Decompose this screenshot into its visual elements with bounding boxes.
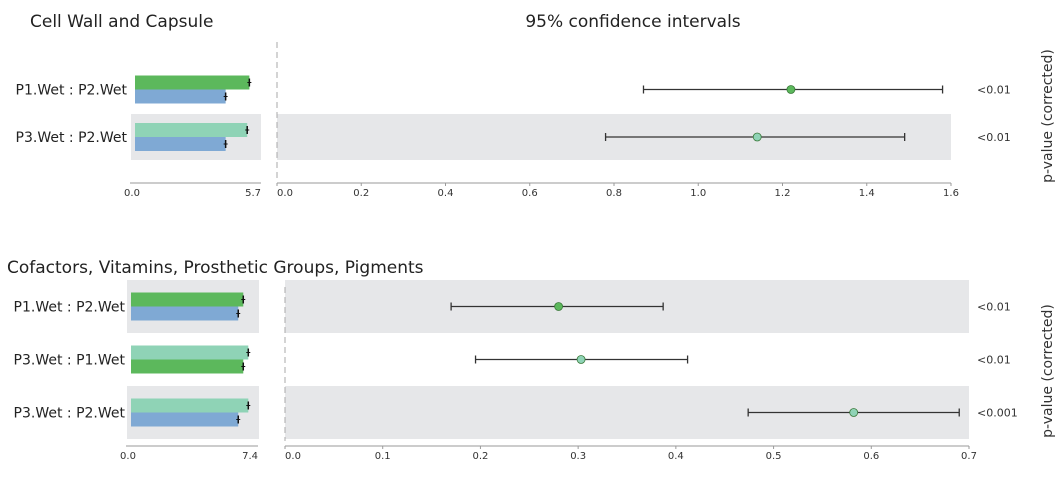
panel-1: Cofactors, Vitamins, Prosthetic Groups, … — [7, 258, 1056, 462]
ci-tick-label: 0.3 — [570, 451, 586, 462]
bar-p1-wet — [131, 292, 244, 307]
ci-tick-label: 0.1 — [375, 451, 391, 462]
ci-tick-label: 0.2 — [472, 451, 488, 462]
ci-tick-label: 0.2 — [353, 188, 369, 199]
ci-tick-label: 0.7 — [961, 451, 977, 462]
ci-tick-label: 0.6 — [522, 188, 538, 199]
ci-tick-label: 0.5 — [766, 451, 782, 462]
ci-tick-label: 0.0 — [285, 451, 301, 462]
diff-point — [786, 85, 796, 94]
panel-0: Cell Wall and Capsule 95% confidence inte… — [16, 12, 1056, 199]
bar-p2-wet — [135, 137, 226, 151]
ci-title: 95% confidence intervals — [525, 12, 740, 32]
pvalue-label: <0.01 — [977, 84, 1011, 97]
row-label: P3.Wet : P2.Wet — [16, 130, 128, 146]
diff-point — [752, 132, 762, 142]
ci-tick-label: 1.4 — [859, 188, 875, 199]
row-label: P1.Wet : P2.Wet — [16, 83, 128, 99]
diff-point — [849, 408, 859, 417]
row-label: P1.Wet : P2.Wet — [14, 300, 126, 316]
bar-p2-wet — [131, 306, 239, 321]
ci-tick-label: 0.8 — [606, 188, 622, 199]
bar-tick-label: 0.0 — [120, 451, 136, 462]
ci-tick-label: 0.0 — [277, 188, 293, 199]
pvalue-label: <0.01 — [977, 354, 1011, 367]
bar-p3-wet — [131, 345, 249, 360]
ci-tick-label: 1.2 — [775, 188, 791, 199]
bar-p3-wet — [135, 123, 248, 137]
ci-tick-label: 0.6 — [863, 451, 879, 462]
bar-tick-label: 0.0 — [124, 188, 140, 199]
ci-tick-label: 1.0 — [690, 188, 706, 199]
diff-point — [554, 302, 563, 311]
diff-point — [576, 355, 586, 364]
bar-p1-wet — [131, 359, 244, 374]
bar-p2-wet — [131, 412, 239, 427]
bar-p3-wet — [131, 398, 249, 413]
bar-p1-wet — [135, 75, 250, 90]
bar-p2-wet — [135, 89, 226, 104]
pvalue-label: <0.001 — [977, 407, 1018, 420]
side-label: p-value (corrected) — [1040, 49, 1056, 183]
side-label: p-value (corrected) — [1040, 304, 1056, 438]
row-label: P3.Wet : P2.Wet — [14, 406, 126, 422]
row-label: P3.Wet : P1.Wet — [14, 353, 126, 369]
bar-tick-label: 5.7 — [245, 188, 261, 199]
panel-title: Cell Wall and Capsule — [30, 12, 213, 32]
bar-tick-label: 7.4 — [242, 451, 258, 462]
ci-tick-label: 1.6 — [943, 188, 959, 199]
panel-title: Cofactors, Vitamins, Prosthetic Groups, … — [7, 258, 424, 278]
pvalue-label: <0.01 — [977, 131, 1011, 144]
ci-tick-label: 0.4 — [668, 451, 684, 462]
ci-tick-label: 0.4 — [438, 188, 454, 199]
pvalue-label: <0.01 — [977, 301, 1011, 314]
